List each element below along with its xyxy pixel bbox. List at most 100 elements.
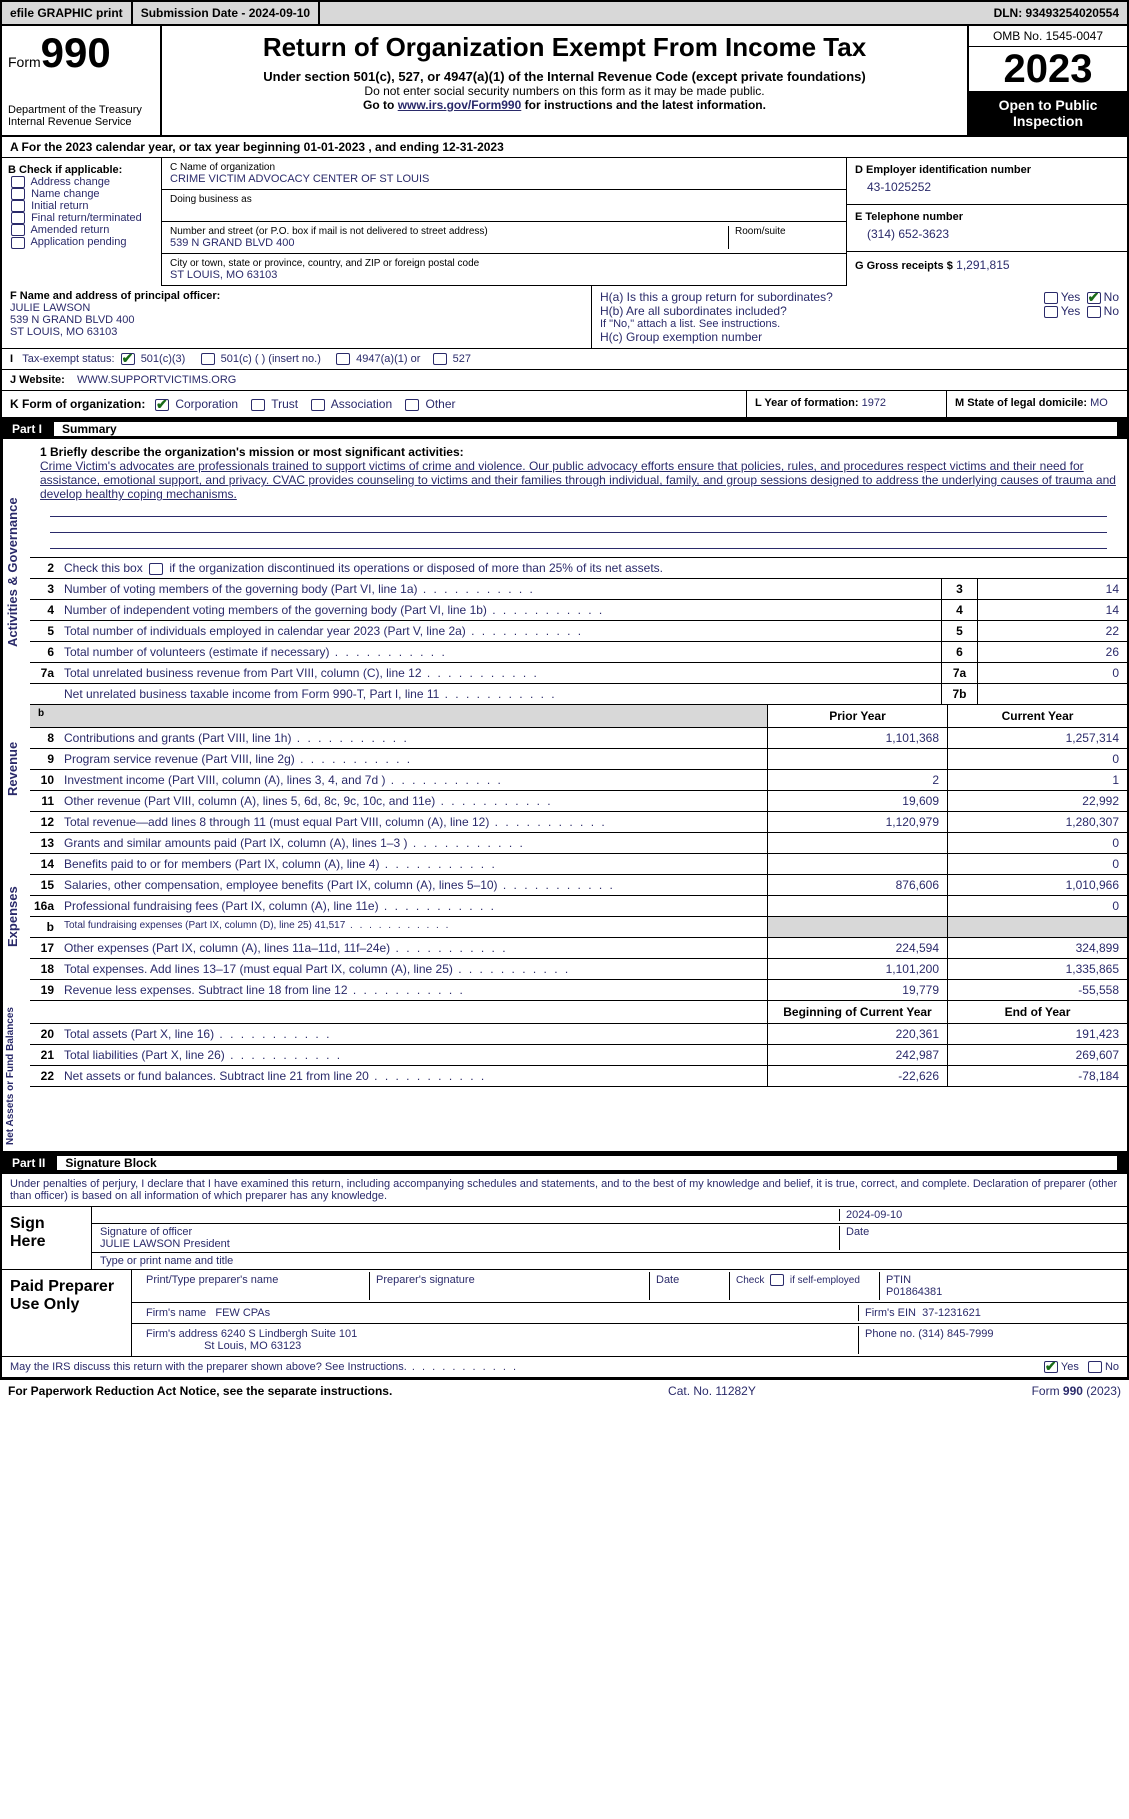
chk-association[interactable] <box>311 399 325 411</box>
irs-link[interactable]: www.irs.gov/Form990 <box>398 98 522 112</box>
line-9: 9Program service revenue (Part VIII, lin… <box>30 749 1127 770</box>
chk-discuss-no[interactable] <box>1088 1361 1102 1373</box>
form-of-org-row: K Form of organization: Corporation Trus… <box>0 391 1129 419</box>
part-1-header: Part I Summary <box>0 419 1129 439</box>
website-url: WWW.SUPPORTVICTIMS.ORG <box>77 374 236 386</box>
dba-field: Doing business as <box>162 190 846 222</box>
line-15: 15Salaries, other compensation, employee… <box>30 875 1127 896</box>
line-11: 11Other revenue (Part VIII, column (A), … <box>30 791 1127 812</box>
chk-initial-return[interactable]: Initial return <box>8 200 155 212</box>
form-version: Form 990 (2023) <box>1032 1384 1121 1398</box>
principal-officer: F Name and address of principal officer:… <box>2 286 592 348</box>
org-name-field: C Name of organization CRIME VICTIM ADVO… <box>162 158 846 190</box>
line-b: bTotal fundraising expenses (Part IX, co… <box>30 917 1127 938</box>
sign-here-label: Sign Here <box>2 1207 92 1269</box>
chk-final-return[interactable]: Final return/terminated <box>8 212 155 224</box>
ha-label: H(a) Is this a group return for subordin… <box>600 290 833 304</box>
revenue-section: Revenue b Prior Year Current Year 8Contr… <box>0 705 1129 833</box>
chk-discuss-yes[interactable] <box>1044 1361 1058 1373</box>
col-b-header: B Check if applicable: <box>8 164 155 176</box>
side-label-expenses: Expenses <box>2 833 30 1001</box>
line-10: 10Investment income (Part VIII, column (… <box>30 770 1127 791</box>
current-year-header: Current Year <box>947 705 1127 727</box>
line-3: 3Number of voting members of the governi… <box>30 579 1127 600</box>
activities-governance-section: Activities & Governance 1 Briefly descri… <box>0 439 1129 705</box>
line-19: 19Revenue less expenses. Subtract line 1… <box>30 980 1127 1001</box>
ssn-note: Do not enter social security numbers on … <box>174 84 955 98</box>
side-label-revenue: Revenue <box>2 705 30 833</box>
chk-527[interactable] <box>433 353 447 365</box>
mission-text: Crime Victim's advocates are professiona… <box>40 459 1117 501</box>
page-footer: For Paperwork Reduction Act Notice, see … <box>0 1379 1129 1402</box>
chk-501c3[interactable] <box>121 353 135 365</box>
netassets-header: Beginning of Current Year End of Year <box>30 1001 1127 1024</box>
chk-application-pending[interactable]: Application pending <box>8 236 155 248</box>
tax-year: 2023 <box>969 47 1127 91</box>
line-5: 5Total number of individuals employed in… <box>30 621 1127 642</box>
chk-4947[interactable] <box>336 353 350 365</box>
tax-status-row: I Tax-exempt status: 501(c)(3) 501(c) ( … <box>0 349 1129 370</box>
form-header: Form990 Department of the Treasury Inter… <box>0 26 1129 137</box>
prior-year-header: Prior Year <box>767 705 947 727</box>
ein-field: D Employer identification number 43-1025… <box>847 158 1127 205</box>
firm-ein: 37-1231621 <box>922 1307 981 1319</box>
line-17: 17Other expenses (Part IX, column (A), l… <box>30 938 1127 959</box>
end-year-header: End of Year <box>947 1001 1127 1023</box>
chk-other[interactable] <box>405 399 419 411</box>
line-7b: Net unrelated business taxable income fr… <box>30 684 1127 705</box>
line-7a: 7aTotal unrelated business revenue from … <box>30 663 1127 684</box>
perjury-statement: Under penalties of perjury, I declare th… <box>2 1174 1127 1207</box>
group-return-block: H(a) Is this a group return for subordin… <box>592 286 1127 348</box>
firm-name: FEW CPAs <box>215 1307 270 1319</box>
state-domicile: MO <box>1090 397 1108 409</box>
side-label-netassets: Net Assets or Fund Balances <box>2 1001 30 1151</box>
line-22: 22Net assets or fund balances. Subtract … <box>30 1066 1127 1087</box>
paid-preparer-label: Paid Preparer Use Only <box>2 1270 132 1356</box>
website-row: J Website: WWW.SUPPORTVICTIMS.ORG <box>0 370 1129 391</box>
mission-block: 1 Briefly describe the organization's mi… <box>30 439 1127 558</box>
line-16a: 16aProfessional fundraising fees (Part I… <box>30 896 1127 917</box>
hb-answer: Yes No <box>1041 304 1119 318</box>
city-field: City or town, state or province, country… <box>162 254 846 286</box>
hc-label: H(c) Group exemption number <box>600 330 1119 344</box>
chk-discontinued[interactable] <box>149 563 163 575</box>
form-title: Return of Organization Exempt From Incom… <box>174 32 955 63</box>
form-number-block: Form990 Department of the Treasury Inter… <box>2 26 162 135</box>
column-b-checkboxes: B Check if applicable: Address change Na… <box>2 158 162 286</box>
top-bar: efile GRAPHIC print Submission Date - 20… <box>0 0 1129 26</box>
phone-value: (314) 652-3623 <box>855 223 1119 245</box>
column-c-org-info: C Name of organization CRIME VICTIM ADVO… <box>162 158 847 286</box>
net-assets-section: Net Assets or Fund Balances Beginning of… <box>0 1001 1129 1153</box>
part-2-header: Part II Signature Block <box>0 1153 1129 1173</box>
city-state-zip: ST LOUIS, MO 63103 <box>170 269 838 281</box>
chk-501c[interactable] <box>201 353 215 365</box>
ein-value: 43-1025252 <box>855 176 1119 198</box>
chk-address-change[interactable]: Address change <box>8 176 155 188</box>
line-21: 21Total liabilities (Part X, line 26)242… <box>30 1045 1127 1066</box>
year-formation: 1972 <box>862 397 886 409</box>
public-inspection: Open to Public Inspection <box>969 91 1127 135</box>
dept-label: Department of the Treasury Internal Reve… <box>8 104 154 128</box>
gross-receipts-value: 1,291,815 <box>956 258 1009 272</box>
chk-trust[interactable] <box>251 399 265 411</box>
paperwork-notice: For Paperwork Reduction Act Notice, see … <box>8 1384 392 1398</box>
side-label-governance: Activities & Governance <box>2 439 30 705</box>
line-2: 2 Check this box if the organization dis… <box>30 558 1127 579</box>
chk-self-employed[interactable] <box>770 1274 784 1286</box>
chk-name-change[interactable]: Name change <box>8 188 155 200</box>
sign-here-row: Sign Here 2024-09-10 Signature of office… <box>2 1207 1127 1270</box>
chk-amended-return[interactable]: Amended return <box>8 224 155 236</box>
phone-field: E Telephone number (314) 652-3623 <box>847 205 1127 252</box>
discuss-answer: Yes No <box>1041 1361 1119 1373</box>
section-a-tax-year: A For the 2023 calendar year, or tax yea… <box>0 137 1129 158</box>
officer-name: JULIE LAWSON <box>10 302 583 314</box>
address-field: Number and street (or P.O. box if mail i… <box>162 222 846 254</box>
chk-corporation[interactable] <box>155 399 169 411</box>
begin-year-header: Beginning of Current Year <box>767 1001 947 1023</box>
sig-date: 2024-09-10 <box>839 1209 1119 1221</box>
goto-note: Go to www.irs.gov/Form990 for instructio… <box>174 98 955 112</box>
form-subtitle: Under section 501(c), 527, or 4947(a)(1)… <box>174 69 955 84</box>
column-d-ein: D Employer identification number 43-1025… <box>847 158 1127 286</box>
line-20: 20Total assets (Part X, line 16)220,3611… <box>30 1024 1127 1045</box>
ptin-value: P01864381 <box>886 1286 942 1298</box>
